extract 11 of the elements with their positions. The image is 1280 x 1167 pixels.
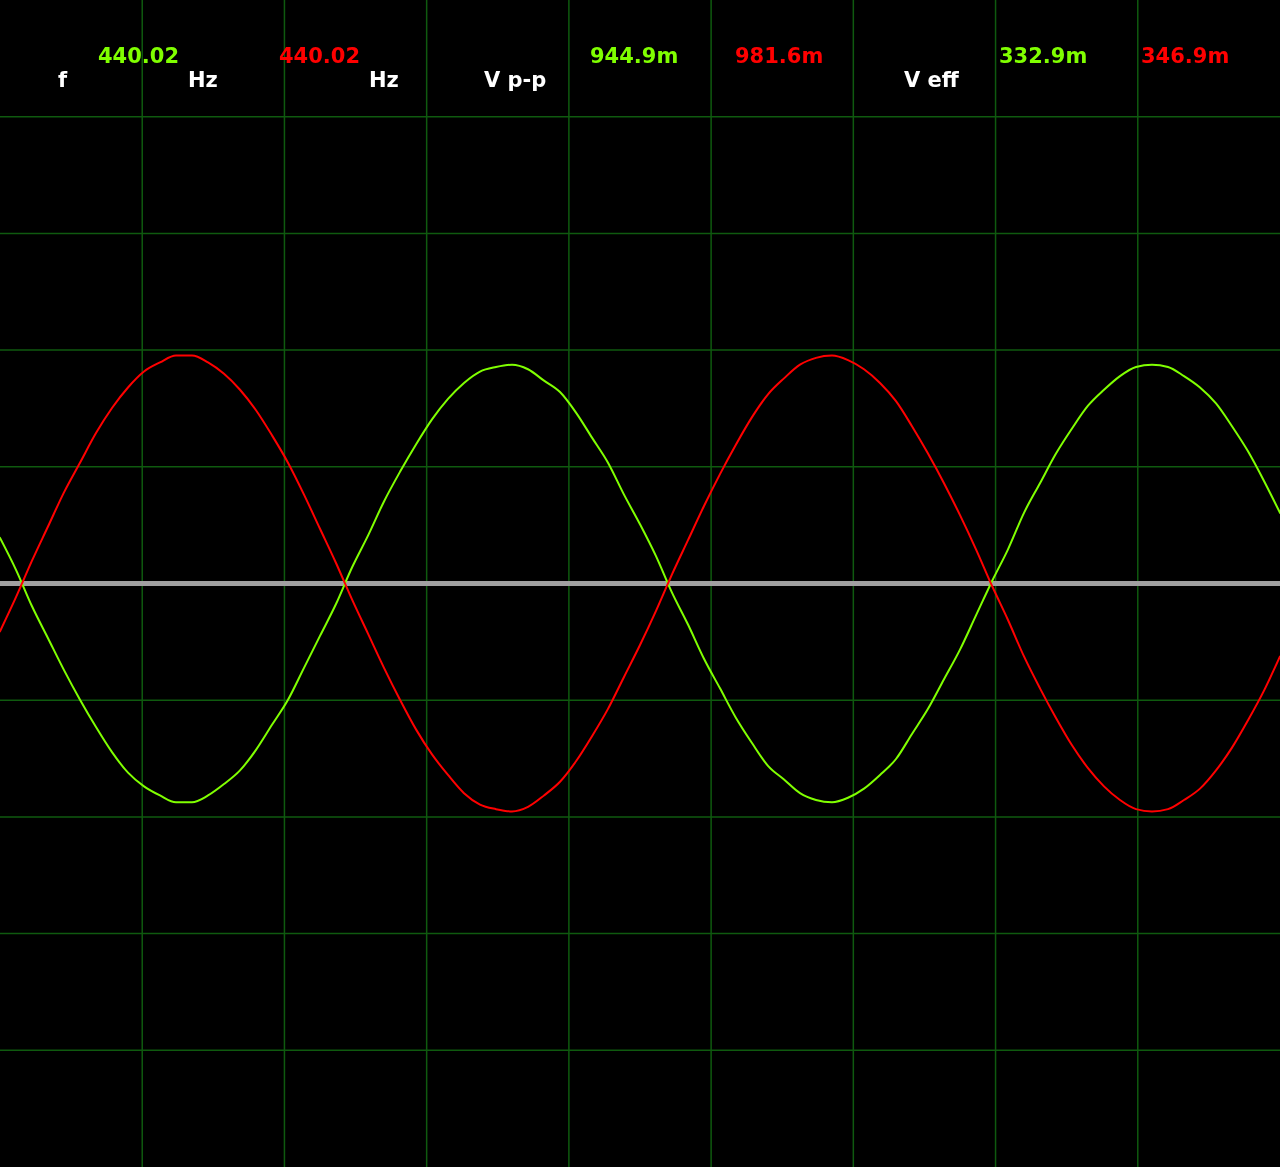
text: 332.9m — [999, 44, 1088, 68]
text: 440.02 — [98, 44, 180, 68]
text: 981.6m — [735, 44, 824, 68]
text: 440.02 — [279, 44, 361, 68]
text: Hz — [188, 68, 218, 92]
text: f — [58, 68, 68, 92]
text: 944.9m — [590, 44, 679, 68]
text: 346.9m — [1141, 44, 1230, 68]
text: V eff — [904, 68, 960, 92]
text: V p-p — [484, 68, 547, 92]
text: Hz — [369, 68, 399, 92]
